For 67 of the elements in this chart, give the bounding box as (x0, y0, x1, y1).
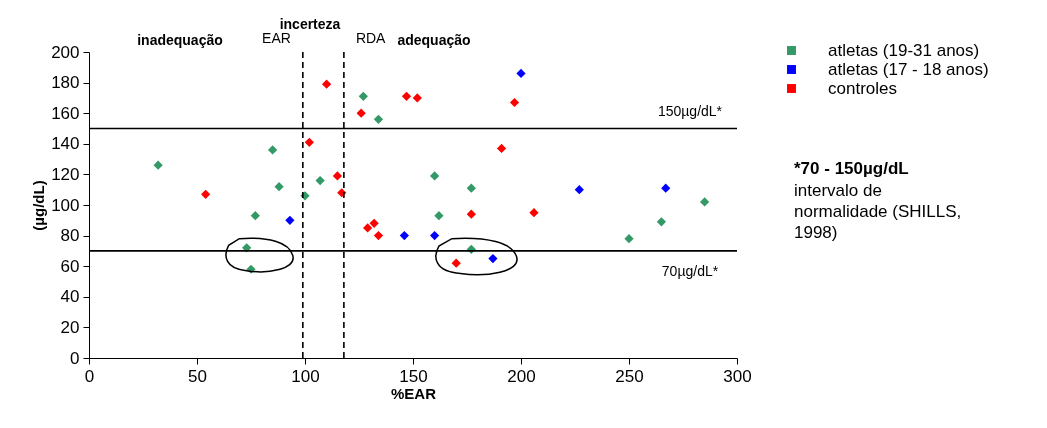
x-tick-label: 150 (399, 366, 428, 386)
text: intervalo de normalidade (SHILLS, 1998) (794, 181, 962, 242)
y-tick-label: 160 (51, 103, 80, 123)
point (624, 234, 634, 244)
point (304, 137, 314, 147)
x-tick-label: 100 (291, 366, 320, 386)
ref-line-label: RDA (355, 30, 387, 46)
point (699, 197, 710, 207)
x-axis-title: %EAR (390, 384, 437, 402)
text: adequação (397, 32, 471, 48)
x-tick-label: 200 (507, 366, 536, 386)
legend-label: atletas (17 - 18 anos) (828, 59, 989, 79)
point (363, 223, 373, 233)
point (496, 143, 507, 153)
point (574, 185, 584, 195)
y-tick-label: 120 (51, 164, 80, 184)
point (401, 91, 412, 101)
text: inadequação (137, 32, 223, 48)
y-axis-title: (µg/dL) (30, 180, 48, 231)
point (356, 108, 366, 118)
point (250, 211, 260, 221)
point (201, 189, 211, 199)
y-tick-label: 180 (51, 73, 80, 93)
point (466, 183, 476, 193)
ref-line-label: EAR (262, 30, 291, 46)
point (332, 171, 343, 181)
legend-label: atletas (19-31 anos) (828, 40, 980, 60)
point (412, 93, 422, 103)
y-tick-label: 140 (51, 134, 80, 154)
y-tick-label: 80 (60, 226, 80, 246)
x-tick-label: 300 (723, 366, 752, 386)
point (369, 218, 379, 228)
point (661, 183, 671, 193)
point (315, 175, 325, 186)
point (529, 208, 539, 218)
y-tick-label: 60 (60, 256, 80, 276)
point (399, 230, 409, 241)
ref-line-label: 70µg/dL* (661, 262, 719, 279)
x-tick-label: 250 (615, 366, 644, 386)
point (429, 230, 440, 241)
y-tick-label: 40 (60, 287, 80, 307)
y-tick-label: 200 (51, 42, 80, 62)
point (466, 209, 476, 219)
text: incerteza (279, 16, 341, 32)
point (274, 182, 284, 192)
x-tick-label: 50 (188, 366, 207, 386)
point (516, 68, 526, 79)
point (509, 97, 520, 108)
point (285, 215, 295, 225)
point (488, 253, 498, 264)
point (321, 79, 332, 89)
point (429, 171, 440, 181)
text: *70 - 150µg/dL (794, 159, 909, 178)
y-tick-label: 20 (60, 317, 80, 337)
point (153, 160, 163, 170)
point (373, 230, 384, 241)
point (358, 91, 368, 101)
point (656, 217, 667, 227)
legend-label: controles (828, 78, 897, 98)
ref-line-label: 150µg/dL* (657, 102, 723, 119)
point (451, 258, 461, 268)
y-tick-label: 0 (70, 348, 80, 368)
y-tick-label: 100 (51, 195, 80, 215)
point (373, 114, 384, 124)
x-tick-label: 0 (84, 366, 95, 386)
point (434, 211, 444, 221)
point (267, 145, 278, 155)
